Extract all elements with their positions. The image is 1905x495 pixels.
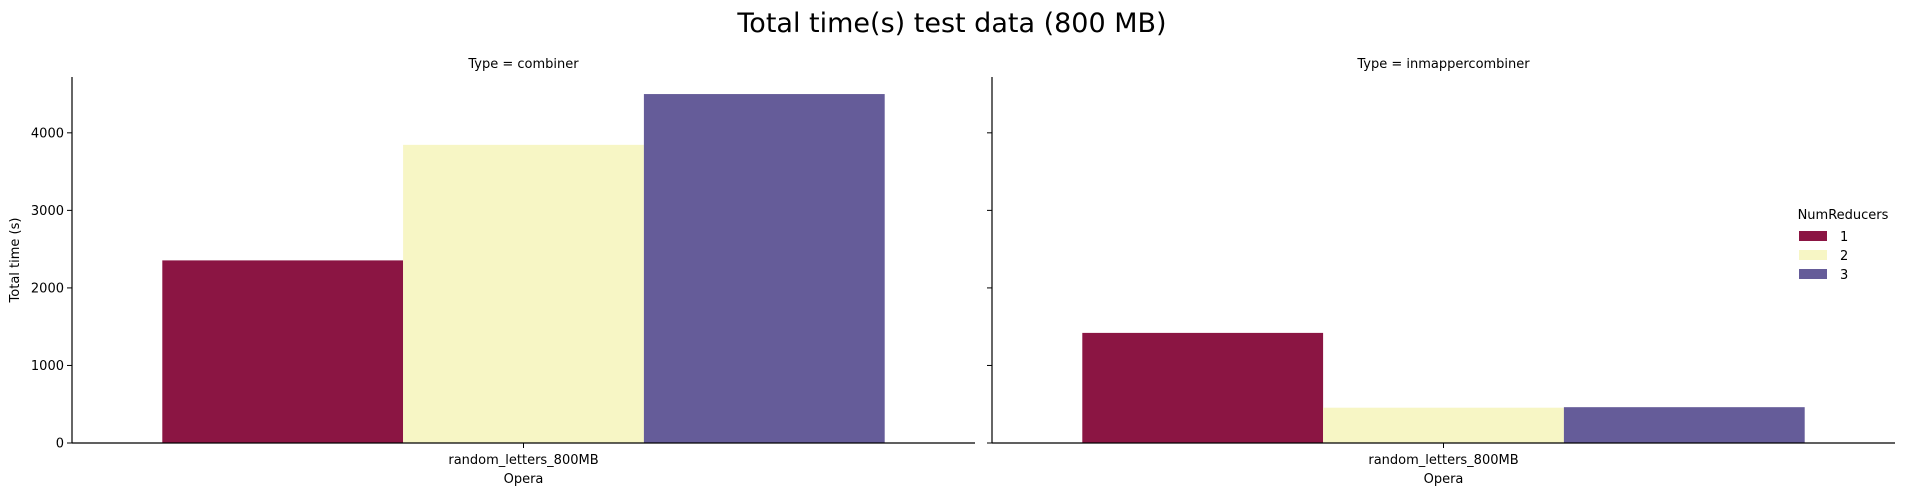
x-axis-label: Opera	[504, 472, 544, 487]
facet-panel: Type = inmappercombiner random_letters_80…	[987, 57, 1895, 487]
facet-panel: Type = combiner random_letters_800MB 0 1000…	[8, 57, 975, 487]
legend-swatch-3	[1799, 269, 1827, 279]
legend: NumReducers 1 2 3	[1798, 208, 1889, 283]
x-tick-label: random_letters_800MB	[1368, 453, 1518, 468]
x-tick-label: random_letters_800MB	[448, 453, 598, 468]
facets: Type = combiner random_letters_800MB 0 1000…	[8, 57, 1895, 487]
legend-title: NumReducers	[1798, 208, 1889, 223]
y-tick-label: 1000	[31, 359, 64, 374]
y-tick-label: 3000	[31, 204, 64, 219]
bar-3	[1563, 407, 1805, 443]
bar-2	[1323, 407, 1564, 443]
legend-swatch-1	[1799, 231, 1827, 241]
facet-title: Type = inmappercombiner	[1356, 57, 1530, 72]
legend-label-2: 2	[1840, 249, 1848, 264]
x-axis-label: Opera	[1424, 472, 1464, 487]
y-axis-label: Total time (s)	[8, 218, 23, 304]
bar-3	[643, 94, 885, 443]
facet-title: Type = combiner	[467, 57, 579, 72]
chart-title: Total time(s) test data (800 MB)	[736, 8, 1166, 39]
legend-label-1: 1	[1840, 230, 1848, 245]
y-tick-label: 0	[56, 437, 64, 452]
bar-2	[403, 144, 644, 443]
y-tick-label: 4000	[31, 126, 64, 141]
y-tick-label: 2000	[31, 281, 64, 296]
bar-1	[162, 260, 404, 443]
bar-1	[1082, 332, 1324, 443]
legend-label-3: 3	[1840, 268, 1848, 283]
legend-swatch-2	[1799, 250, 1827, 260]
